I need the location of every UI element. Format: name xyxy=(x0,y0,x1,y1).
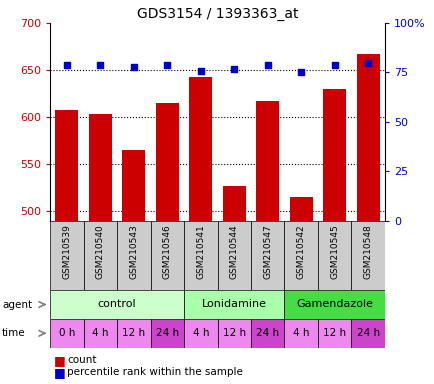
Bar xyxy=(217,319,250,348)
Bar xyxy=(55,110,78,221)
Text: GSM210542: GSM210542 xyxy=(296,224,305,279)
Bar xyxy=(256,101,279,221)
Bar xyxy=(117,319,150,348)
Point xyxy=(164,61,171,68)
Text: GSM210545: GSM210545 xyxy=(329,224,339,279)
Text: GSM210543: GSM210543 xyxy=(129,224,138,279)
Text: ■: ■ xyxy=(54,354,66,367)
Text: count: count xyxy=(67,355,97,365)
Title: GDS3154 / 1393363_at: GDS3154 / 1393363_at xyxy=(136,7,298,21)
Point xyxy=(63,61,70,68)
Text: 24 h: 24 h xyxy=(155,328,178,338)
Bar xyxy=(284,290,384,319)
Bar xyxy=(289,197,312,221)
Bar xyxy=(155,103,178,221)
Bar xyxy=(50,221,83,290)
Bar xyxy=(284,221,317,290)
Text: GSM210544: GSM210544 xyxy=(229,224,238,279)
Text: agent: agent xyxy=(2,300,32,310)
Point xyxy=(364,60,371,66)
Text: GSM210541: GSM210541 xyxy=(196,224,205,279)
Bar xyxy=(50,319,83,348)
Bar xyxy=(217,221,250,290)
Text: 24 h: 24 h xyxy=(256,328,279,338)
Text: GSM210539: GSM210539 xyxy=(62,224,71,279)
Point xyxy=(264,61,271,68)
Bar xyxy=(122,150,145,221)
Bar xyxy=(184,221,217,290)
Bar xyxy=(284,319,317,348)
Point xyxy=(130,63,137,70)
Bar xyxy=(184,319,217,348)
Text: ■: ■ xyxy=(54,366,66,379)
Text: 4 h: 4 h xyxy=(92,328,108,338)
Text: 4 h: 4 h xyxy=(192,328,208,338)
Bar xyxy=(50,290,184,319)
Point xyxy=(297,70,304,76)
Bar xyxy=(150,319,184,348)
Bar xyxy=(89,114,112,221)
Text: 12 h: 12 h xyxy=(122,328,145,338)
Point xyxy=(331,61,338,68)
Bar xyxy=(222,186,245,221)
Text: GSM210547: GSM210547 xyxy=(263,224,272,279)
Bar xyxy=(351,221,384,290)
Text: GSM210548: GSM210548 xyxy=(363,224,372,279)
Bar xyxy=(83,319,117,348)
Bar xyxy=(117,221,150,290)
Text: 0 h: 0 h xyxy=(59,328,75,338)
Text: 12 h: 12 h xyxy=(322,328,345,338)
Bar xyxy=(150,221,184,290)
Bar xyxy=(189,77,212,221)
Text: control: control xyxy=(98,299,136,310)
Text: 12 h: 12 h xyxy=(222,328,245,338)
Bar xyxy=(184,290,284,319)
Text: Lonidamine: Lonidamine xyxy=(201,299,266,310)
Text: time: time xyxy=(2,328,26,338)
Text: GSM210546: GSM210546 xyxy=(162,224,171,279)
Bar xyxy=(317,319,351,348)
Text: Gamendazole: Gamendazole xyxy=(296,299,372,310)
Bar xyxy=(250,319,284,348)
Bar xyxy=(83,221,117,290)
Bar xyxy=(351,319,384,348)
Point xyxy=(97,61,104,68)
Bar xyxy=(250,221,284,290)
Text: percentile rank within the sample: percentile rank within the sample xyxy=(67,367,243,377)
Text: GSM210540: GSM210540 xyxy=(95,224,105,279)
Text: 24 h: 24 h xyxy=(356,328,379,338)
Point xyxy=(197,68,204,74)
Bar xyxy=(356,54,379,221)
Bar xyxy=(317,221,351,290)
Bar xyxy=(322,89,345,221)
Text: 4 h: 4 h xyxy=(293,328,309,338)
Point xyxy=(230,65,237,71)
